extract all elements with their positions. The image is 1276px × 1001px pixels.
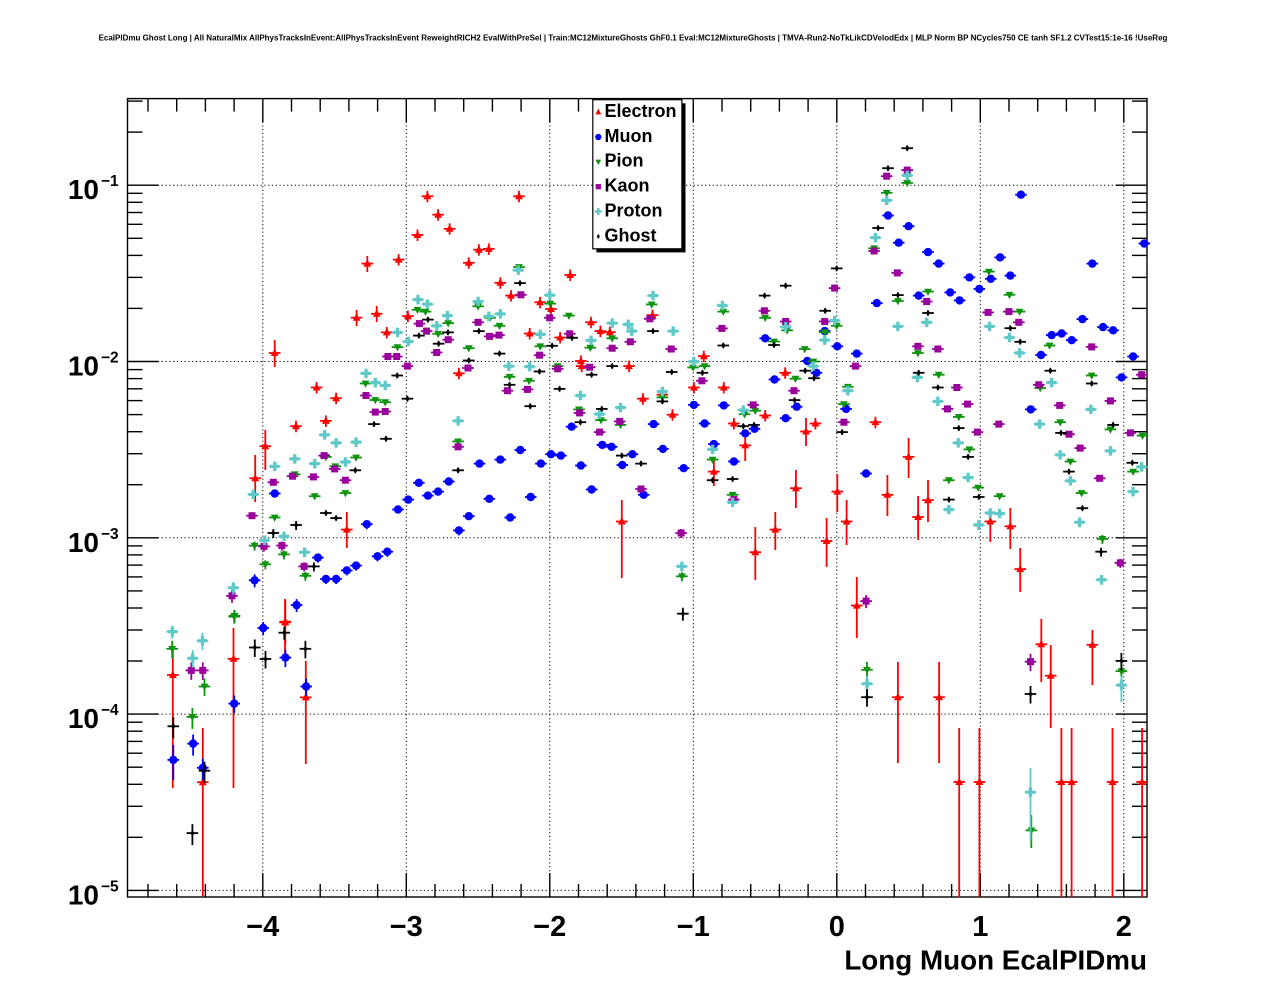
svg-text:10: 10 — [68, 527, 99, 558]
svg-text:Ghost: Ghost — [605, 225, 657, 245]
svg-text:EcalPIDmu Ghost Long | All Nat: EcalPIDmu Ghost Long | All NaturalMix Al… — [99, 34, 1168, 43]
svg-text:Proton: Proton — [605, 200, 663, 220]
svg-text:10: 10 — [68, 351, 99, 382]
svg-text:10: 10 — [68, 703, 99, 734]
svg-text:−5: −5 — [101, 878, 119, 895]
svg-text:−2: −2 — [533, 911, 566, 943]
svg-text:10: 10 — [68, 174, 99, 205]
svg-text:−2: −2 — [101, 350, 119, 367]
svg-text:Pion: Pion — [605, 151, 644, 171]
svg-text:Muon: Muon — [605, 126, 653, 146]
svg-text:−1: −1 — [101, 173, 119, 190]
svg-text:10: 10 — [68, 879, 99, 910]
svg-text:Electron: Electron — [605, 101, 677, 121]
svg-text:2: 2 — [1116, 911, 1132, 943]
svg-text:−3: −3 — [390, 911, 423, 943]
svg-text:Kaon: Kaon — [605, 176, 650, 196]
svg-text:Long Muon EcalPIDmu: Long Muon EcalPIDmu — [844, 945, 1147, 976]
svg-text:0: 0 — [829, 911, 845, 943]
svg-text:−1: −1 — [677, 911, 710, 943]
svg-text:−4: −4 — [101, 702, 119, 719]
svg-text:−3: −3 — [101, 526, 119, 543]
svg-text:−4: −4 — [246, 911, 279, 943]
svg-text:1: 1 — [972, 911, 988, 943]
